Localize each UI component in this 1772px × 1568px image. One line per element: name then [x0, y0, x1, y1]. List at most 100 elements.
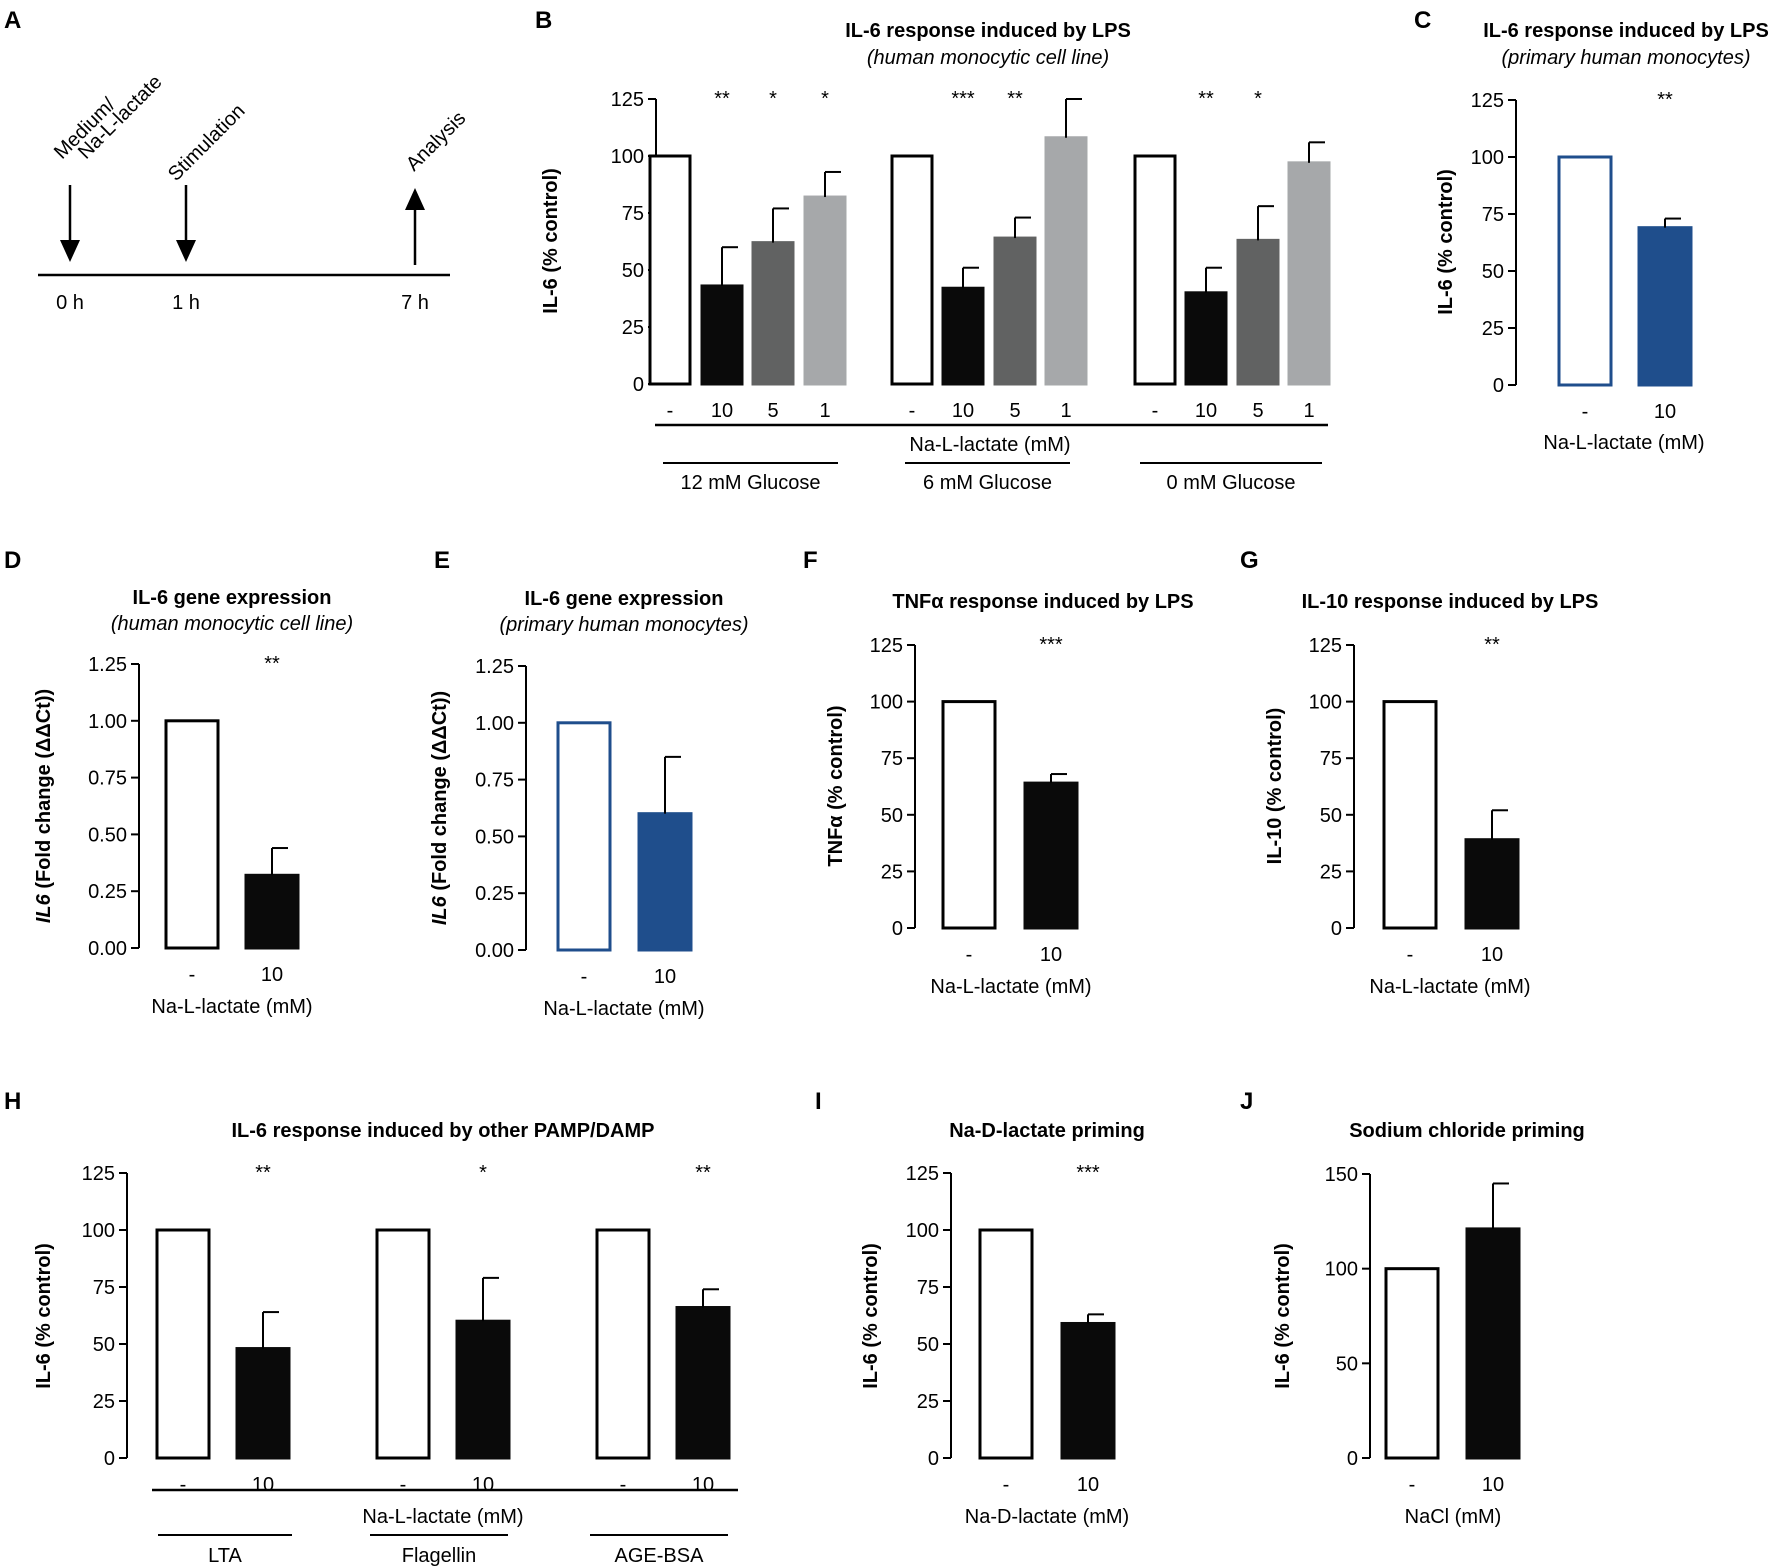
y-tick-label: 25	[917, 1391, 939, 1413]
x-tick-label: -	[180, 1474, 187, 1496]
x-tick-label: -	[620, 1474, 627, 1496]
y-tick-label: 125	[870, 635, 903, 657]
bar	[1464, 838, 1520, 930]
y-tick-label: 125	[611, 89, 644, 111]
bar	[675, 1306, 731, 1460]
panel-label: E	[434, 547, 450, 574]
panel-label: H	[4, 1088, 21, 1115]
y-tick-label: 0.75	[475, 770, 514, 792]
group-label: AGE-BSA	[615, 1545, 705, 1567]
panel-label: F	[803, 547, 818, 574]
y-tick-label: 50	[917, 1334, 939, 1356]
x-tick-label: 10	[252, 1474, 274, 1496]
group-label: 6 mM Glucose	[923, 472, 1052, 494]
panel-f-tnfa-lps: F TNFα response induced by LPS 0 25 50 75 100 1…	[803, 547, 1194, 998]
y-tick-label: 0	[633, 374, 644, 396]
y-tick-label: 0.50	[475, 826, 514, 848]
x-tick-label: 1	[1060, 400, 1071, 422]
x-axis-label: Na-L-lactate (mM)	[930, 976, 1091, 998]
y-tick-label: 100	[1309, 692, 1342, 714]
y-tick-label: 75	[881, 748, 903, 770]
y-tick-label: 25	[622, 317, 644, 339]
chart-subtitle: (primary human monocytes)	[1502, 47, 1751, 69]
x-axis-label: Na-L-lactate (mM)	[362, 1506, 523, 1528]
y-tick-label: 25	[881, 861, 903, 883]
y-tick-label: 100	[611, 146, 644, 168]
chart-title: IL-6 response induced by LPS	[845, 20, 1131, 42]
x-tick-label: -	[1582, 401, 1589, 423]
y-axis-label: IL-10 (% control)	[1264, 708, 1286, 865]
y-tick-label: 0	[892, 918, 903, 940]
y-tick-label: 1.25	[475, 656, 514, 678]
y-axis-label: TNFα (% control)	[825, 705, 847, 866]
y-tick-label: 0.25	[88, 881, 127, 903]
y-axis-label-rest: (Fold change (ΔΔCt))	[429, 691, 451, 896]
y-tick-label: 0	[928, 1448, 939, 1470]
bar	[941, 700, 997, 930]
y-tick-label: 0	[1347, 1448, 1358, 1470]
bar	[455, 1319, 511, 1460]
bar	[556, 721, 612, 952]
chart-title: TNFα response induced by LPS	[892, 591, 1193, 613]
bar	[1236, 238, 1280, 386]
y-tick-label: 0	[1493, 375, 1504, 397]
x-axis-label: Na-L-lactate (mM)	[1543, 432, 1704, 454]
bar	[648, 154, 692, 386]
bar	[1184, 291, 1228, 386]
chart-subtitle: (primary human monocytes)	[500, 614, 749, 636]
y-axis-label-gene: IL6	[33, 893, 55, 923]
y-tick-label: 1.00	[475, 713, 514, 735]
x-tick-label: 10	[1482, 1474, 1504, 1496]
significance-label: **	[1198, 88, 1214, 110]
y-tick-label: 0.00	[88, 938, 127, 960]
chart-title: Sodium chloride priming	[1349, 1120, 1585, 1142]
bar	[637, 812, 693, 952]
significance-label: *	[1254, 88, 1262, 110]
y-tick-label: 150	[1325, 1164, 1358, 1186]
y-tick-label: 50	[1320, 805, 1342, 827]
x-axis-label: Na-D-lactate (mM)	[965, 1506, 1129, 1528]
y-axis-label-rest: (Fold change (ΔΔCt))	[33, 689, 55, 894]
x-axis-label: Na-L-lactate (mM)	[151, 996, 312, 1018]
panel-a-timeline: A Medium/ Na-L-lactate Stimulation Analy…	[4, 7, 470, 314]
x-tick-label: 5	[767, 400, 778, 422]
bar	[235, 1347, 291, 1460]
y-tick-label: 1.25	[88, 654, 127, 676]
y-axis-label: IL-6 (% control)	[33, 1243, 55, 1389]
bar	[1044, 136, 1088, 386]
y-tick-label: 0.75	[88, 768, 127, 790]
bar	[993, 236, 1037, 386]
chart-title: Na-D-lactate priming	[949, 1120, 1145, 1142]
chart-title: IL-6 response induced by LPS	[1483, 20, 1769, 42]
y-tick-label: 100	[906, 1220, 939, 1242]
group-label: 0 mM Glucose	[1167, 472, 1296, 494]
x-tick-label: -	[1407, 944, 1414, 966]
y-tick-label: 100	[1325, 1259, 1358, 1281]
significance-label: **	[264, 653, 280, 675]
significance-label: **	[255, 1162, 271, 1184]
significance-label: **	[1657, 89, 1673, 111]
y-axis-label: IL-6 (% control)	[1435, 169, 1457, 315]
y-tick-label: 25	[1320, 861, 1342, 883]
panel-label: I	[815, 1088, 822, 1115]
x-tick-label: 10	[472, 1474, 494, 1496]
y-tick-label: 0	[1331, 918, 1342, 940]
significance-label: *	[769, 88, 777, 110]
panel-g-il10-lps: G IL-10 response induced by LPS 0 25 50 75 100…	[1240, 547, 1598, 998]
x-tick-label: -	[400, 1474, 407, 1496]
y-tick-label: 75	[622, 203, 644, 225]
panel-label: D	[4, 547, 21, 574]
panel-label: G	[1240, 547, 1259, 574]
y-axis-label: IL-6 (% control)	[860, 1243, 882, 1389]
panel-label: B	[535, 7, 552, 34]
x-axis-label: Na-L-lactate (mM)	[543, 998, 704, 1020]
bar	[1060, 1321, 1116, 1460]
x-tick-label: 5	[1252, 400, 1263, 422]
bar	[1287, 161, 1331, 386]
bar	[1465, 1227, 1521, 1460]
x-tick-label: 10	[261, 964, 283, 986]
panel-c-il6-lps-primary: C IL-6 response induced by LPS (primary hu…	[1414, 7, 1769, 454]
y-tick-label: 50	[93, 1334, 115, 1356]
time-label: 0 h	[56, 292, 84, 314]
